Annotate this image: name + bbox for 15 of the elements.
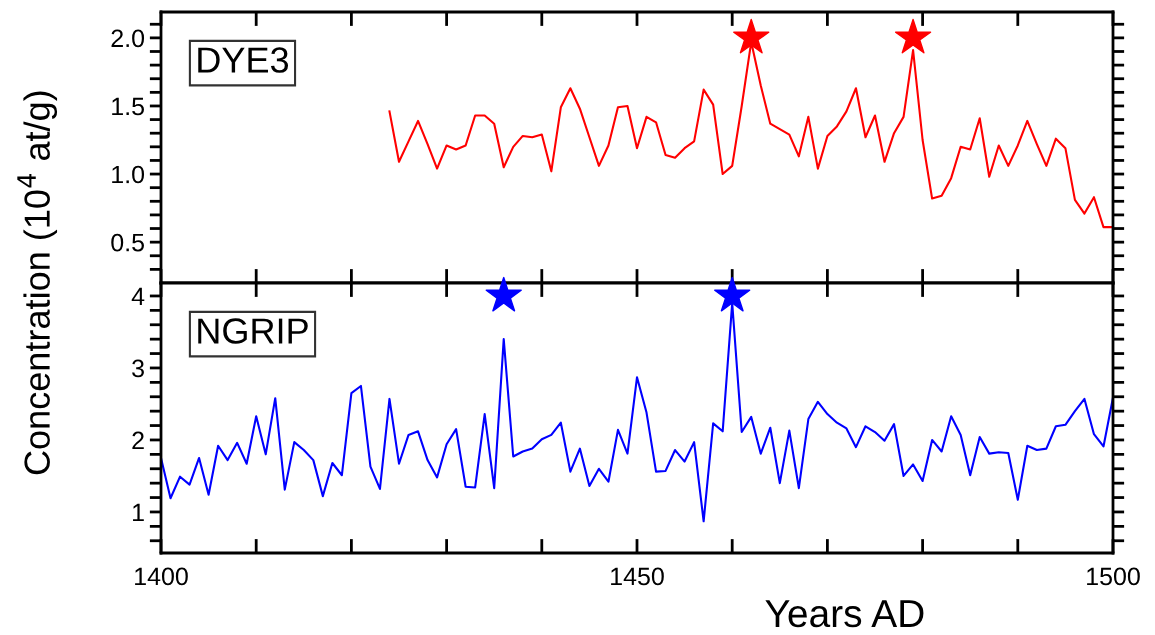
x-axis-title: Years AD (765, 600, 924, 628)
y-tick-label: 4 (131, 287, 145, 306)
y-tick-label: 1.0 (112, 165, 145, 184)
y-tick-label: 1 (133, 503, 144, 522)
y-tick-label: 1.5 (112, 97, 144, 116)
y-axis-title: Concentration (10$^{4}$ at/g) (17, 91, 58, 475)
x-tick-label: 1450 (611, 567, 664, 586)
text: DYE3 (198, 47, 289, 73)
x-tick-label: 1400 (135, 567, 188, 586)
y-tick-label: 2 (132, 431, 144, 450)
series-label: NGRIP (198, 318, 308, 344)
x-tick-label: 1500 (1087, 567, 1140, 586)
y-tick-label: 0.5 (111, 233, 144, 252)
y-tick-label: 2.0 (111, 29, 145, 48)
y-tick-label: 3 (132, 359, 144, 378)
